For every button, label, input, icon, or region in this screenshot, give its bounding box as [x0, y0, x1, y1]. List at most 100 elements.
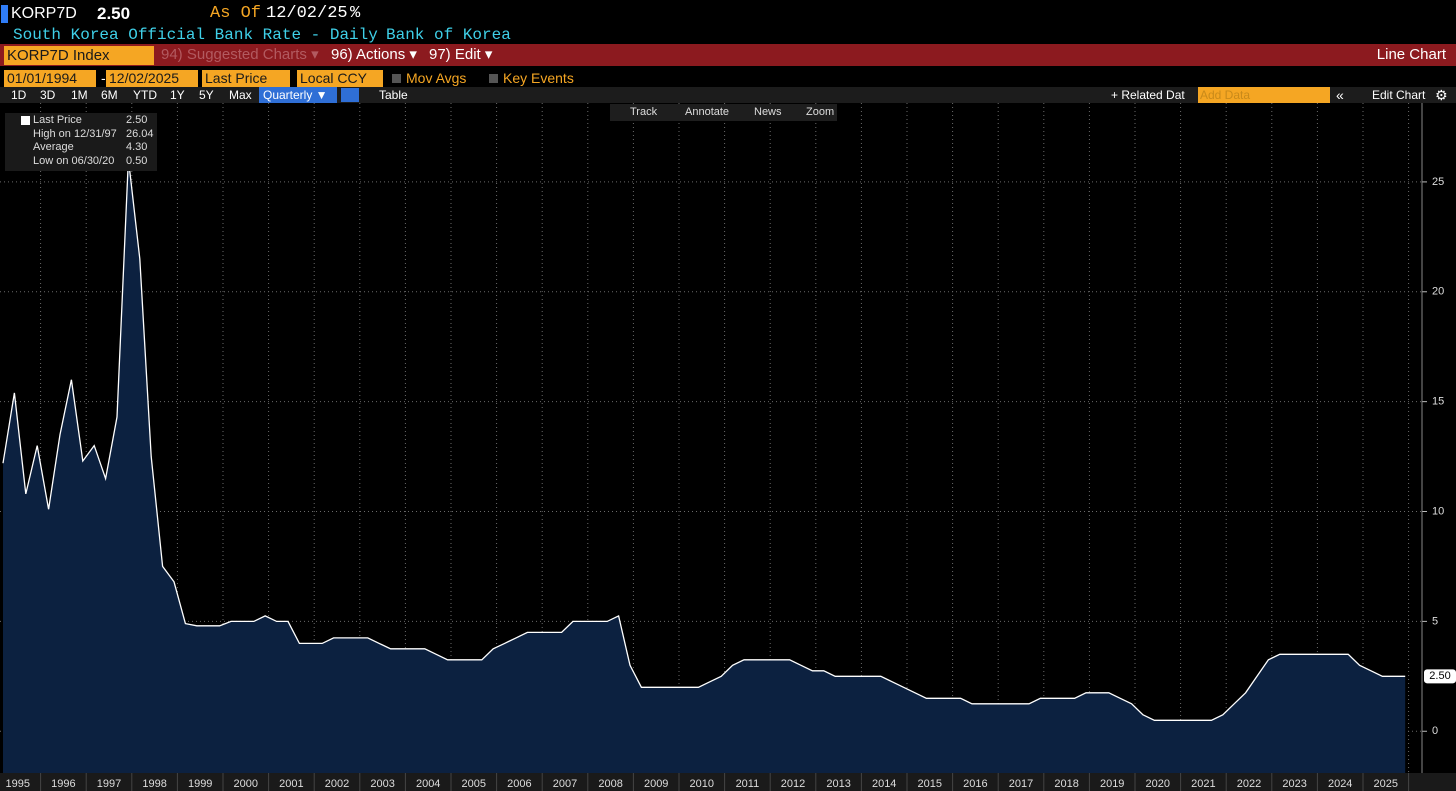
option-key-events[interactable]: Key Events	[503, 70, 574, 86]
x-tick-label: 2003	[370, 778, 394, 790]
related-data[interactable]: + Related Dat	[1111, 88, 1185, 102]
x-tick-label: 2001	[279, 778, 303, 790]
x-tick-label: 2022	[1237, 778, 1261, 790]
legend-label: Low on 06/30/20	[33, 154, 115, 167]
y-tick-label: 15	[1432, 396, 1444, 408]
add-data[interactable]: Add Data	[1198, 87, 1330, 103]
x-tick-label: 2020	[1146, 778, 1170, 790]
x-tick-label: 2000	[234, 778, 258, 790]
line-icon[interactable]	[341, 88, 359, 102]
chart-tool[interactable]: Annotate	[685, 106, 730, 118]
as-of-label: As Of	[210, 4, 262, 23]
end-date[interactable]: 12/02/2025	[106, 70, 198, 87]
x-axis-strip	[0, 773, 1456, 791]
edit-chart[interactable]: Edit Chart	[1372, 88, 1426, 102]
x-tick-label: 2023	[1282, 778, 1306, 790]
y-tick-label: 10	[1432, 505, 1444, 517]
period-button[interactable]: 1M	[71, 88, 88, 102]
x-tick-label: 2024	[1328, 778, 1352, 790]
chart-tools	[610, 104, 837, 121]
chart-tool[interactable]: Track	[630, 106, 658, 118]
collapse[interactable]: «	[1336, 87, 1344, 103]
period-button[interactable]: 1D	[11, 88, 27, 102]
legend-label: High on 12/31/97	[33, 127, 117, 140]
ticker: KORP7D	[11, 5, 77, 22]
x-tick-label: 2015	[918, 778, 942, 790]
legend-value: 4.30	[126, 141, 148, 153]
x-tick-label: 2010	[690, 778, 714, 790]
checkbox[interactable]	[489, 74, 498, 83]
price-line	[2, 159, 1406, 721]
chart-type[interactable]: Line Chart	[1376, 46, 1446, 63]
x-tick-label: 2021	[1191, 778, 1215, 790]
x-tick-label: 2017	[1009, 778, 1033, 790]
x-tick-label: 2013	[826, 778, 850, 790]
legend-value: 0.50	[126, 154, 148, 167]
checkbox[interactable]	[392, 74, 401, 83]
y-tick-label: 0	[1432, 725, 1438, 737]
legend-value: 2.50	[126, 114, 148, 126]
y-axis-strip	[1422, 103, 1456, 773]
legend	[5, 113, 157, 171]
security-field[interactable]: KORP7D Index	[4, 46, 154, 65]
x-tick-label: 1997	[97, 778, 121, 790]
as-of-date: 12/02/25	[266, 4, 348, 23]
x-tick-label: 2016	[963, 778, 987, 790]
x-tick-label: 1999	[188, 778, 212, 790]
x-tick-label: 2006	[507, 778, 531, 790]
date-separator: -	[101, 70, 106, 86]
chart-tool[interactable]: News	[754, 106, 782, 118]
x-tick-label: 2009	[644, 778, 668, 790]
period-button[interactable]: 1Y	[170, 88, 185, 102]
settings-icon[interactable]: ⚙	[1435, 87, 1448, 103]
x-tick-label: 2011	[736, 778, 760, 790]
period-button[interactable]: 6M	[101, 88, 118, 102]
legend-label: Average	[33, 141, 74, 153]
x-tick-label: 1996	[51, 778, 75, 790]
x-tick-label: 2018	[1054, 778, 1078, 790]
price-tag-label: 2.50	[1429, 670, 1450, 682]
x-tick-label: 1995	[6, 778, 30, 790]
price-tag	[1424, 669, 1456, 684]
frequency[interactable]: Quarterly ▼	[259, 87, 337, 103]
y-tick-label: 20	[1432, 286, 1444, 298]
chart-tool[interactable]: Zoom	[806, 106, 835, 118]
x-tick-label: 2008	[598, 778, 622, 790]
period-button[interactable]: 3D	[40, 88, 56, 102]
command-bar	[0, 44, 1456, 66]
area-fill	[3, 159, 1406, 774]
legend-swatch	[21, 116, 30, 125]
legend-value: 26.04	[126, 127, 154, 140]
y-tick-label: 5	[1432, 615, 1438, 627]
option-mov-avgs[interactable]: Mov Avgs	[406, 70, 467, 86]
x-tick-label: 2019	[1100, 778, 1124, 790]
y-tick-label: 25	[1432, 176, 1444, 188]
x-tick-label: 2007	[553, 778, 577, 790]
period-button[interactable]: Max	[229, 88, 252, 102]
x-tick-label: 2002	[325, 778, 349, 790]
x-tick-label: 1998	[142, 778, 166, 790]
source: Bank of Korea	[386, 26, 511, 44]
price: 2.50	[97, 4, 131, 23]
menu-suggested[interactable]: 94) Suggested Charts ▾	[161, 46, 319, 63]
description: South Korea Official Bank Rate - Daily	[13, 26, 378, 44]
legend-label: Last Price	[33, 114, 82, 126]
x-tick-label: 2012	[781, 778, 805, 790]
start-date[interactable]: 01/01/1994	[4, 70, 96, 87]
field-select[interactable]: Last Price	[202, 70, 290, 87]
table-button[interactable]: Table	[379, 88, 408, 102]
menu-edit[interactable]: 97) Edit ▾	[429, 46, 493, 63]
x-tick-label: 2005	[462, 778, 486, 790]
x-tick-label: 2004	[416, 778, 440, 790]
period-button[interactable]: 5Y	[199, 88, 214, 102]
currency-select[interactable]: Local CCY	[297, 70, 383, 87]
toolbar	[0, 87, 1456, 103]
x-tick-label: 2025	[1374, 778, 1398, 790]
unit: %	[350, 4, 361, 23]
ticker-marker	[1, 5, 8, 23]
x-tick-label: 2014	[872, 778, 896, 790]
period-button[interactable]: YTD	[133, 88, 157, 102]
menu-actions[interactable]: 96) Actions ▾	[331, 46, 417, 63]
